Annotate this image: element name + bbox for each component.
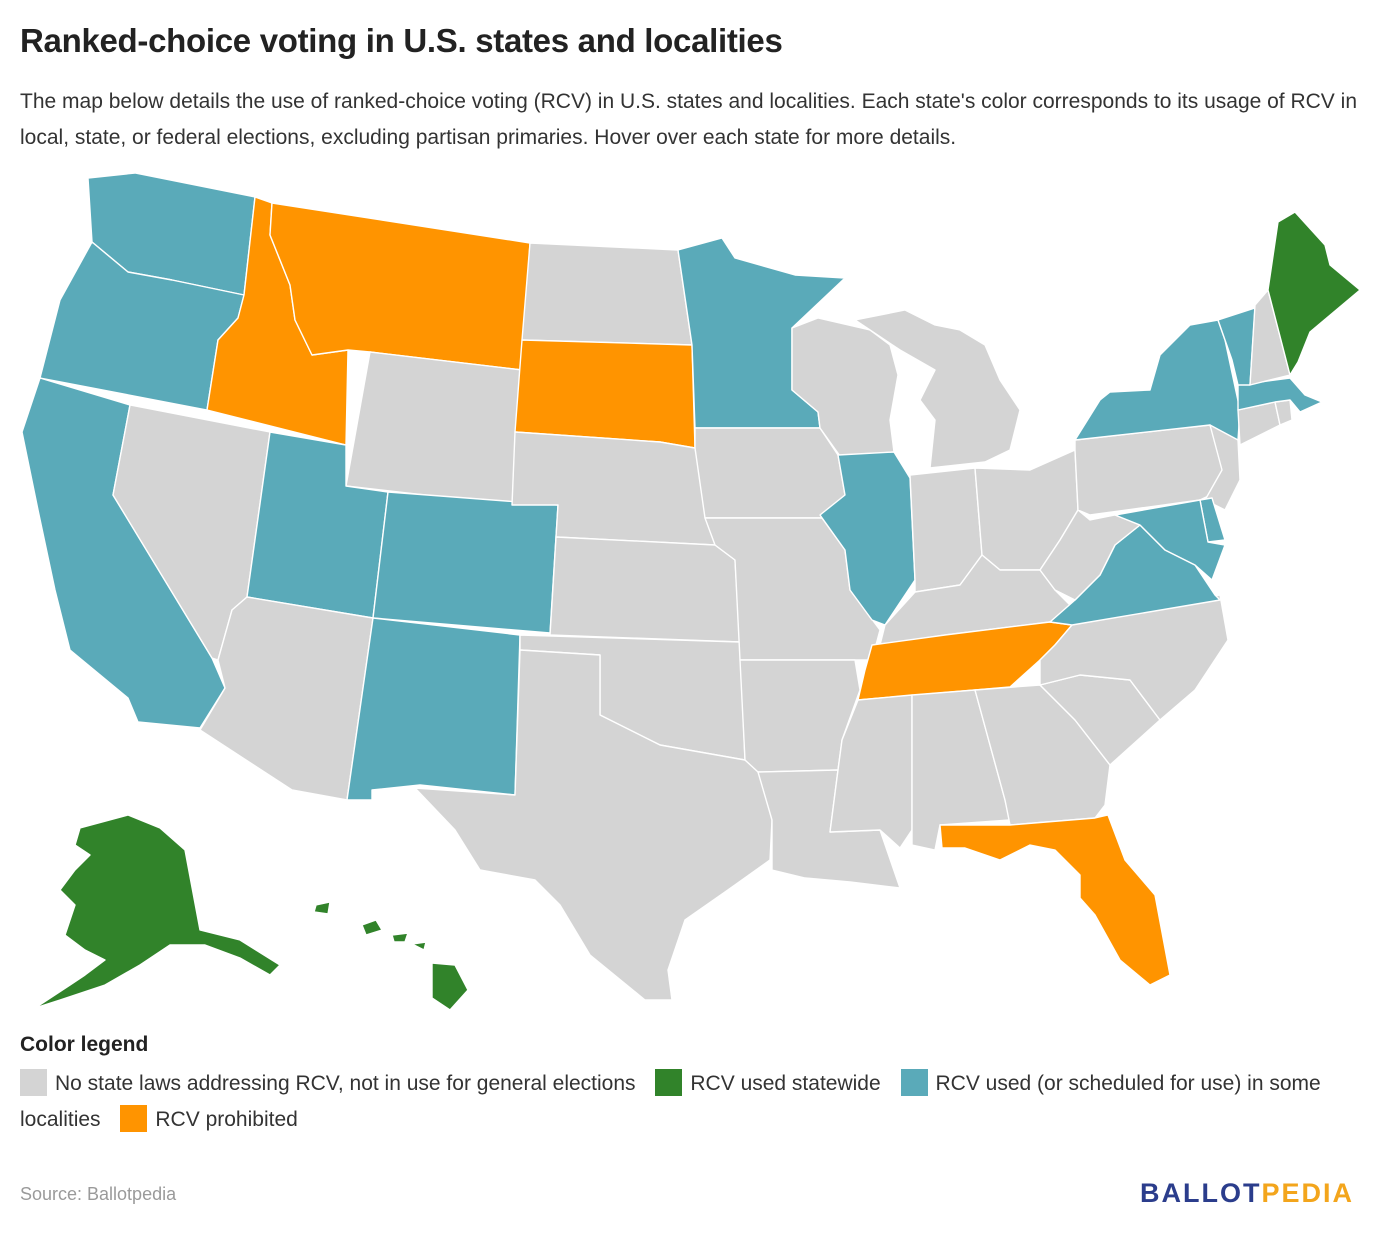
state-wy[interactable] xyxy=(345,351,523,506)
legend-label-prohibited: RCV prohibited xyxy=(155,1108,298,1131)
state-mt[interactable] xyxy=(269,202,531,371)
state-nj[interactable] xyxy=(1204,424,1241,511)
legend-item-localities: RCV used (or scheduled for use) in some … xyxy=(20,1069,1321,1131)
legend-item-none: No state laws addressing RCV, not in use… xyxy=(20,1069,636,1096)
logo-part-pedia: PEDIA xyxy=(1261,1178,1354,1208)
state-ky[interactable] xyxy=(879,554,1071,646)
state-vt[interactable] xyxy=(1217,307,1256,386)
state-mi[interactable] xyxy=(854,309,1021,469)
logo-part-ballot: BALLOT xyxy=(1139,1178,1262,1208)
legend-item-statewide: RCV used statewide xyxy=(655,1069,881,1096)
state-il[interactable] xyxy=(819,451,916,626)
state-co[interactable] xyxy=(372,491,559,634)
state-hi[interactable] xyxy=(313,901,469,1011)
chart-subtitle: The map below details the use of ranked-… xyxy=(20,90,1357,149)
state-nm[interactable] xyxy=(346,617,521,801)
state-wi[interactable] xyxy=(791,317,899,457)
state-ia[interactable] xyxy=(694,427,846,519)
legend-swatch-localities xyxy=(900,1069,928,1096)
legend-swatch-statewide xyxy=(655,1069,683,1096)
state-nd[interactable] xyxy=(521,242,693,346)
state-fl[interactable] xyxy=(939,814,1171,986)
legend-item-prohibited: RCV prohibited xyxy=(120,1105,298,1132)
state-tx[interactable] xyxy=(414,649,773,1001)
legend-label-localities: RCV used (or scheduled for use) in some … xyxy=(20,1072,1321,1131)
state-sd[interactable] xyxy=(514,339,696,449)
color-legend: No state laws addressing RCV, not in use… xyxy=(20,1066,1360,1138)
ballotpedia-logo[interactable]: BALLOTPEDIA xyxy=(1140,1178,1354,1209)
legend-title: Color legend xyxy=(20,1033,149,1056)
state-nc[interactable] xyxy=(1039,594,1229,721)
source-note: Source: Ballotpedia xyxy=(20,1184,177,1204)
state-me[interactable] xyxy=(1267,211,1361,376)
state-ks[interactable] xyxy=(549,536,741,643)
legend-label-statewide: RCV used statewide xyxy=(690,1072,881,1095)
chart-title: Ranked-choice voting in U.S. states and … xyxy=(20,22,783,59)
state-ma[interactable] xyxy=(1237,377,1323,413)
us-states-map xyxy=(21,172,1361,1011)
legend-swatch-none xyxy=(20,1069,47,1096)
state-md[interactable] xyxy=(1114,499,1226,581)
legend-label-none: No state laws addressing RCV, not in use… xyxy=(55,1072,636,1095)
legend-swatch-prohibited xyxy=(120,1105,148,1132)
state-ak[interactable] xyxy=(34,814,281,1009)
